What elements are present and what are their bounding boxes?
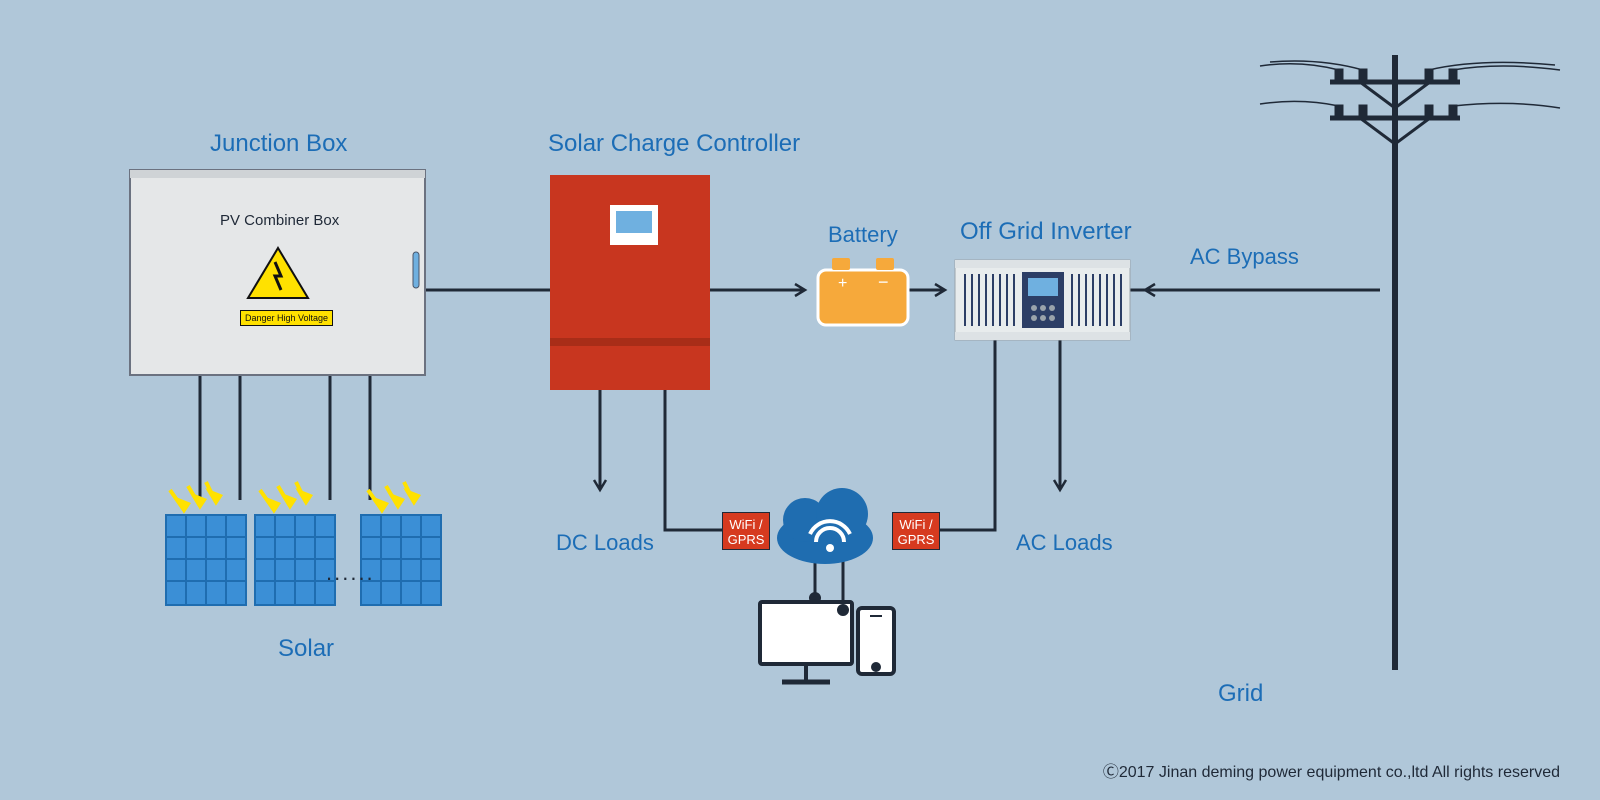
- diagram-canvas: + −: [0, 0, 1600, 800]
- inverter-label: Off Grid Inverter: [960, 218, 1132, 246]
- svg-text:+: +: [838, 275, 847, 292]
- junction-box-icon: [130, 170, 425, 375]
- copyright-text: Ⓒ2017 Jinan deming power equipment co.,l…: [1103, 758, 1560, 782]
- pv-combiner-label: PV Combiner Box: [220, 212, 339, 229]
- battery-icon: + −: [818, 258, 908, 325]
- wifi-gprs-right: WiFi / GPRS: [892, 512, 940, 550]
- svg-text:−: −: [878, 272, 889, 292]
- battery-label: Battery: [828, 222, 898, 248]
- inverter-icon: [955, 260, 1130, 340]
- grid-label: Grid: [1218, 680, 1263, 708]
- ac-loads-label: AC Loads: [1016, 530, 1113, 556]
- danger-label: Danger High Voltage: [240, 310, 333, 326]
- junction-box-label: Junction Box: [210, 130, 347, 158]
- dc-loads-label: DC Loads: [556, 530, 654, 556]
- charge-controller-icon: [550, 175, 710, 390]
- solar-label: Solar: [278, 635, 334, 663]
- wifi-gprs-left: WiFi / GPRS: [722, 512, 770, 550]
- utility-pole-icon: [1260, 55, 1560, 670]
- solar-panels-icon: ......: [165, 482, 442, 606]
- svg-text:......: ......: [326, 560, 375, 585]
- ac-bypass-label: AC Bypass: [1190, 244, 1299, 270]
- controller-label: Solar Charge Controller: [548, 130, 800, 158]
- cloud-icon: [777, 488, 873, 564]
